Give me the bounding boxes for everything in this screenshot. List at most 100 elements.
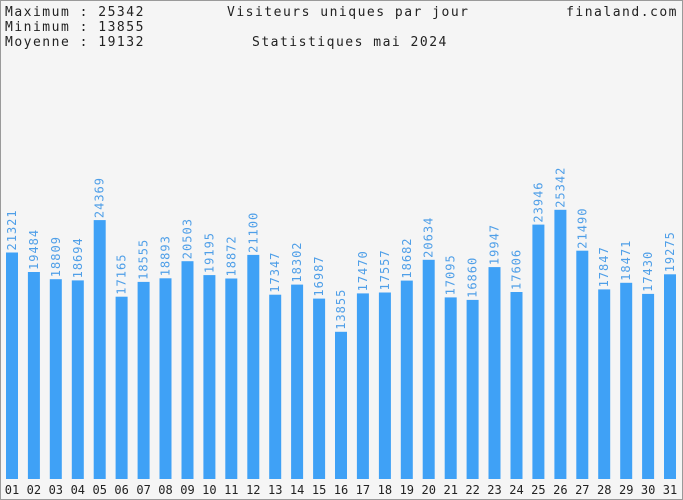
x-tick-label-01: 01 [5,483,19,497]
x-tick-label-24: 24 [509,483,523,497]
value-label-12: 21100 [246,212,260,253]
bar-06 [115,296,128,479]
x-tick-label-16: 16 [334,483,348,497]
value-label-25: 23946 [531,181,545,222]
bar-13 [269,294,282,479]
bar-12 [247,254,260,479]
chart-subtitle: Statistiques mai 2024 [252,35,448,50]
value-label-07: 18555 [137,239,151,280]
x-tick-label-19: 19 [400,483,414,497]
x-tick-label-27: 27 [575,483,589,497]
bar-08 [159,278,172,479]
value-label-18: 17557 [378,249,392,290]
value-label-28: 17847 [597,246,611,287]
bar-17 [356,293,369,479]
bar-21 [444,297,457,479]
value-label-23: 19947 [488,224,502,265]
x-tick-label-10: 10 [202,483,216,497]
bar-03 [49,279,62,479]
x-tick-label-29: 29 [619,483,633,497]
value-labels-group: 21321 19484 18809 18694 24369 17165 18555 18893… [5,167,677,330]
value-label-02: 19484 [27,229,41,270]
value-label-22: 16860 [466,257,480,298]
x-tick-label-20: 20 [421,483,435,497]
bar-14 [291,284,304,479]
bar-30 [642,293,655,479]
bar-05 [93,220,106,479]
value-label-09: 20503 [181,218,195,259]
min-stat: Minimum : 13855 [5,20,145,35]
value-label-11: 18872 [224,235,238,276]
value-label-30: 17430 [641,251,655,292]
x-tick-label-03: 03 [49,483,63,497]
x-tick-label-12: 12 [246,483,260,497]
x-tick-label-04: 04 [71,483,85,497]
x-tick-label-28: 28 [597,483,611,497]
x-tick-label-22: 22 [465,483,479,497]
bar-09 [181,261,194,479]
max-stat: Maximum : 25342 [5,5,145,20]
value-label-03: 18809 [49,236,63,277]
x-tick-label-18: 18 [378,483,392,497]
bar-19 [400,280,413,479]
value-label-17: 17470 [356,250,370,291]
bar-10 [203,275,216,479]
x-tick-label-06: 06 [114,483,128,497]
x-tick-label-17: 17 [356,483,370,497]
value-label-24: 17606 [510,249,524,290]
bar-07 [137,281,150,479]
x-tick-label-13: 13 [268,483,282,497]
bars-group [6,209,676,480]
value-label-27: 21490 [575,208,589,249]
bar-29 [620,282,633,479]
chart-title: Visiteurs uniques par jour [227,5,470,20]
value-label-15: 16987 [312,255,326,296]
x-tick-label-08: 08 [158,483,172,497]
value-label-20: 20634 [422,217,436,258]
value-label-16: 13855 [334,289,348,330]
x-tick-label-05: 05 [92,483,106,497]
value-label-04: 18694 [71,237,85,278]
x-tick-label-02: 02 [27,483,41,497]
bar-02 [27,272,40,479]
x-tick-label-25: 25 [531,483,545,497]
bar-25 [532,224,545,479]
bar-26 [554,209,567,480]
value-label-31: 19275 [663,231,677,272]
x-labels-group: 01 02 03 04 05 06 07 08 09 10 11 12 13 14 15 16 17 18 19 20… [5,483,677,497]
bar-15 [313,298,326,479]
value-label-19: 18682 [400,237,414,278]
value-label-13: 17347 [268,252,282,293]
x-tick-label-11: 11 [224,483,238,497]
x-tick-label-31: 31 [663,483,677,497]
bar-16 [335,331,347,479]
x-tick-label-15: 15 [312,483,326,497]
bar-23 [488,267,501,479]
value-label-21: 17095 [444,254,458,295]
x-tick-label-14: 14 [290,483,304,497]
value-label-10: 19195 [202,232,216,273]
bar-28 [598,289,611,479]
value-label-01: 21321 [5,209,19,250]
bar-20 [422,259,435,479]
x-tick-label-09: 09 [180,483,194,497]
avg-stat: Moyenne : 19132 [5,35,145,50]
value-label-26: 25342 [553,167,567,208]
x-tick-label-07: 07 [136,483,150,497]
value-label-14: 18302 [290,241,304,282]
bar-27 [576,250,589,479]
value-label-08: 18893 [159,235,173,276]
site-name: finaland.com [566,5,678,20]
x-tick-label-23: 23 [487,483,501,497]
bar-11 [225,278,238,479]
value-label-29: 18471 [619,240,633,281]
x-tick-label-30: 30 [641,483,655,497]
bar-22 [466,299,479,479]
bar-01 [6,252,18,479]
value-label-06: 17165 [115,254,129,295]
bar-04 [71,280,84,479]
bar-24 [510,292,523,479]
x-tick-label-21: 21 [443,483,457,497]
bar-18 [378,292,391,479]
